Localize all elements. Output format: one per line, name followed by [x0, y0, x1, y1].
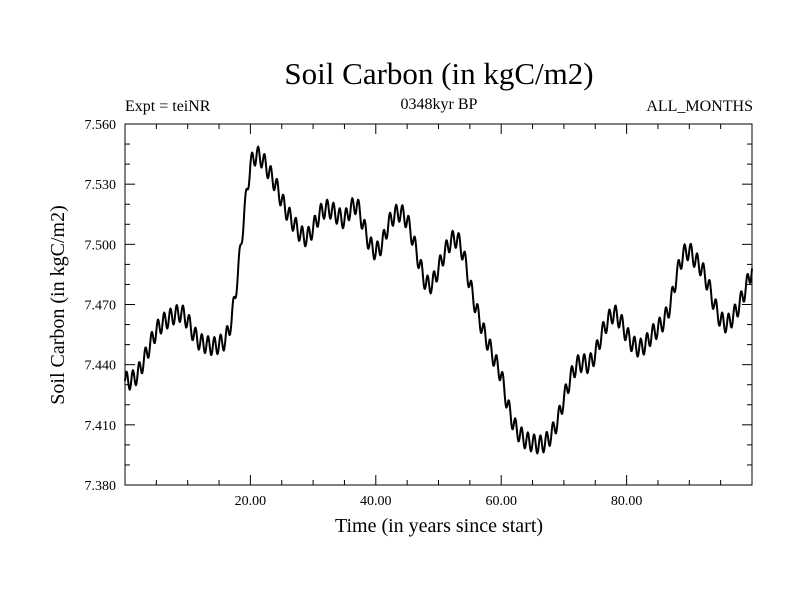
chart-title: Soil Carbon (in kgC/m2) — [284, 56, 593, 91]
y-axis-ticks — [125, 143, 752, 466]
y-axis-label: Soil Carbon (in kgC/m2) — [47, 205, 69, 404]
y-tick-label: 7.530 — [85, 178, 117, 193]
y-tick-label: 7.560 — [85, 118, 117, 133]
y-tick-label: 7.380 — [85, 479, 117, 494]
y-axis-tick-labels: 7.380 7.410 7.440 7.470 7.500 7.530 7.560 — [85, 118, 117, 494]
x-axis-tick-labels: 20.00 40.00 60.00 80.00 — [235, 494, 643, 509]
x-tick-label: 80.00 — [611, 494, 643, 509]
subtitle-center: 0348kyr BP — [401, 96, 478, 113]
soil-carbon-series-line — [124, 145, 753, 455]
x-axis-ticks — [155, 124, 722, 485]
plot-frame — [124, 123, 753, 486]
y-tick-label: 7.470 — [85, 299, 117, 314]
y-tick-label: 7.410 — [85, 419, 117, 434]
y-tick-label: 7.500 — [85, 238, 117, 253]
x-tick-label: 60.00 — [485, 494, 517, 509]
subtitle-left: Expt = teiNR — [125, 98, 211, 115]
x-axis-label: Time (in years since start) — [335, 515, 543, 537]
y-tick-label: 7.440 — [85, 359, 117, 374]
x-tick-label: 40.00 — [360, 494, 392, 509]
x-tick-label: 20.00 — [235, 494, 267, 509]
subtitle-right: ALL_MONTHS — [646, 98, 753, 115]
